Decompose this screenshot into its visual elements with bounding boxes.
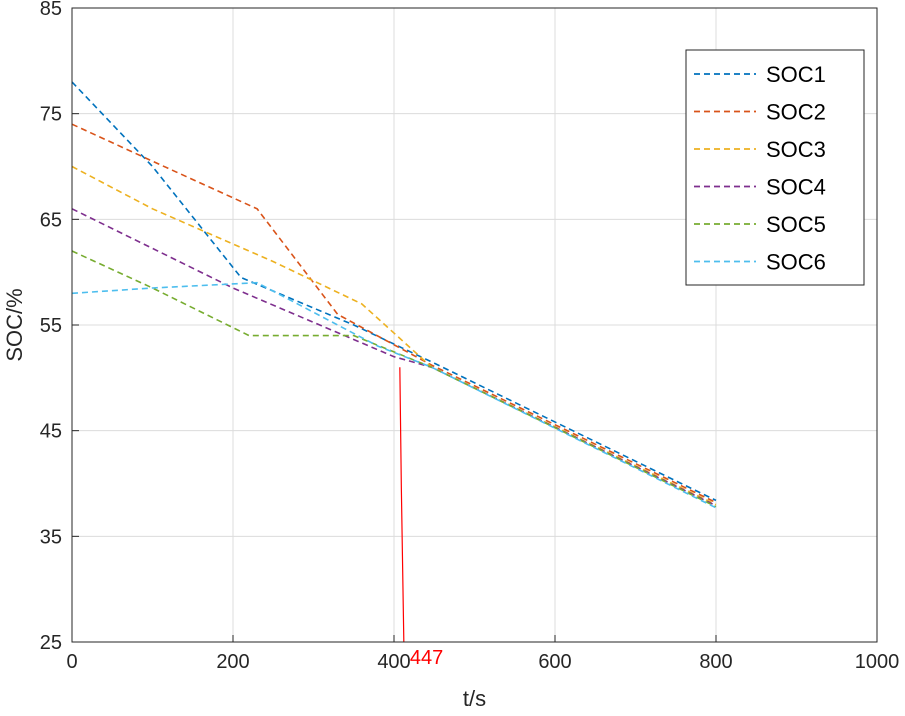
y-tick-label: 35 [40, 526, 62, 548]
series-line-soc4 [71, 208, 717, 507]
legend: SOC1 SOC2 SOC3 SOC4 SOC5 SOC6 [685, 49, 865, 286]
x-tick-label: 1000 [855, 651, 900, 673]
y-tick-label: 45 [40, 421, 62, 443]
legend-entry-label: SOC2 [766, 100, 826, 125]
y-axis-label: SOC/% [2, 288, 27, 361]
series-line-soc2 [71, 123, 717, 504]
y-tick-label: 25 [40, 632, 62, 654]
legend-entry-label: SOC6 [766, 250, 826, 275]
legend-entry-label: SOC3 [766, 137, 826, 162]
legend-entry-label: SOC5 [766, 212, 826, 237]
series-line-soc3 [71, 165, 717, 506]
legend-box [685, 49, 865, 286]
y-tick-label: 65 [40, 209, 62, 231]
x-tick-label: 0 [66, 651, 77, 673]
series-line-soc5 [71, 250, 717, 508]
y-tick-label: 85 [40, 0, 62, 20]
legend-entry-label: SOC1 [766, 62, 826, 87]
tick-labels: 0 200 400 600 800 1000 25 35 45 55 65 75 85 [40, 0, 900, 673]
series-line-soc1 [71, 81, 717, 502]
x-tick-label: 800 [699, 651, 732, 673]
annotation-marker-line [399, 367, 405, 643]
x-axis-label: t/s [463, 686, 486, 711]
series-line-soc6 [71, 281, 717, 509]
x-tick-label: 600 [538, 651, 571, 673]
y-tick-label: 75 [40, 104, 62, 126]
annotation-layer: 447 [399, 367, 443, 669]
annotation-label: 447 [410, 647, 443, 669]
x-tick-label: 400 [377, 651, 410, 673]
y-tick-label: 55 [40, 315, 62, 337]
series-layer [71, 81, 717, 509]
legend-entry-label: SOC4 [766, 175, 826, 200]
x-tick-label: 200 [216, 651, 249, 673]
